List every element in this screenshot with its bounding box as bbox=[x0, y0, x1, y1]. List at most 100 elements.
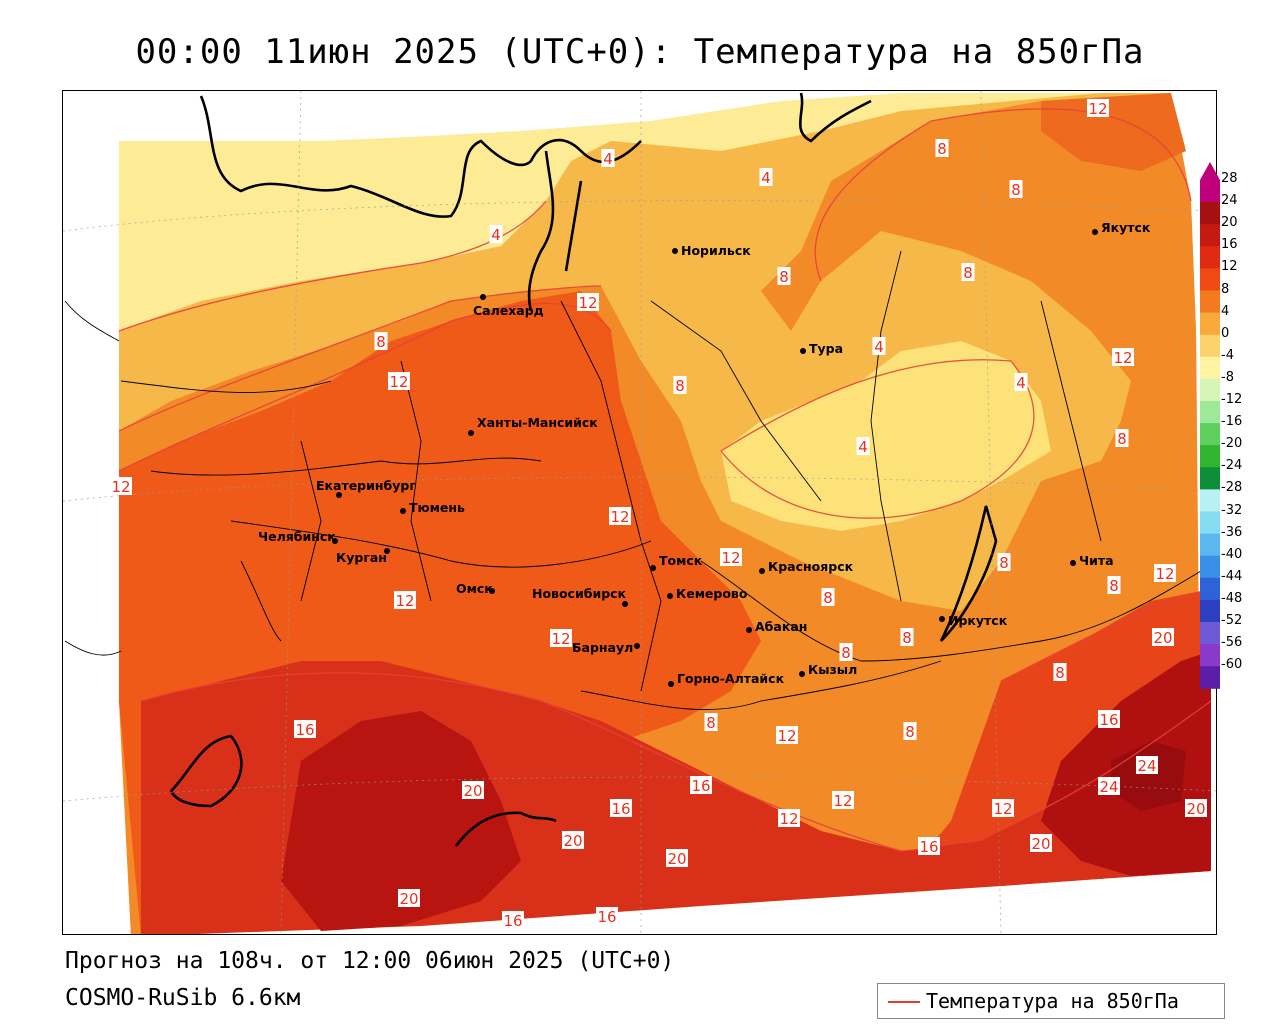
city-salekhard: Салехард bbox=[473, 294, 544, 318]
city-chelyabinsk: Челябинск bbox=[258, 529, 338, 544]
isotherm-label: 4 bbox=[601, 149, 615, 168]
city-tyumen: Тюмень bbox=[400, 500, 465, 515]
temperature-map[interactable]: Норильск Салехард Якутск Тура Ханты-Манс… bbox=[62, 90, 1217, 935]
isotherm-label-text: 8 bbox=[999, 554, 1009, 572]
colorbar-tick-label: 0 bbox=[1221, 325, 1230, 341]
colorbar-swatch bbox=[1200, 489, 1220, 512]
colorbar-tick-label: -40 bbox=[1221, 546, 1243, 562]
city-yekaterinburg: Екатеринбург bbox=[316, 478, 416, 498]
isotherm-label-text: 12 bbox=[610, 508, 629, 526]
zone-24-core bbox=[1111, 741, 1186, 811]
isotherm-label-text: 8 bbox=[963, 264, 973, 282]
city-gorno-altaysk: Горно-Алтайск bbox=[668, 671, 785, 687]
isotherm-label-text: 20 bbox=[1153, 629, 1172, 647]
isotherm-label-text: 12 bbox=[721, 549, 740, 567]
isotherm-label: 8 bbox=[777, 267, 791, 286]
admin-borders bbox=[64, 250, 1202, 710]
isotherm-label: 8 bbox=[1115, 429, 1129, 448]
city-layer: Норильск Салехард Якутск Тура Ханты-Манс… bbox=[258, 220, 1151, 687]
isotherm-label-text: 12 bbox=[1088, 100, 1107, 118]
city-label: Челябинск bbox=[258, 529, 336, 544]
colorbar-tick-label: -56 bbox=[1221, 635, 1243, 651]
isotherm-label-text: 4 bbox=[858, 438, 868, 456]
isotherm-label-text: 20 bbox=[563, 832, 582, 850]
isotherm-label: 4 bbox=[759, 168, 773, 187]
colorbar-swatch bbox=[1200, 334, 1220, 358]
isotherm-label: 8 bbox=[997, 553, 1011, 572]
isotherm-label-text: 20 bbox=[667, 850, 686, 868]
isotherm-label-text: 16 bbox=[597, 908, 616, 926]
city-kemerovo: Кемерово bbox=[667, 586, 748, 601]
colorbar-swatch bbox=[1200, 555, 1220, 579]
zone-central-cool bbox=[721, 341, 1051, 531]
city-label: Ханты-Мансийск bbox=[477, 415, 598, 430]
colorbar-tick-label: 16 bbox=[1221, 237, 1238, 253]
colorbar-swatch bbox=[1200, 246, 1220, 269]
isotherm-label-text: 12 bbox=[779, 810, 798, 828]
isotherm-label-text: 24 bbox=[1137, 757, 1156, 775]
colorbar-tick-label: -44 bbox=[1221, 568, 1243, 584]
isotherm-label-text: 16 bbox=[503, 912, 522, 930]
colorbar-swatch bbox=[1200, 511, 1220, 535]
city-kyzyl: Кызыл bbox=[799, 662, 857, 677]
colorbar-tick-label: -20 bbox=[1221, 436, 1243, 452]
city-label: Омск bbox=[456, 581, 493, 596]
isotherm-label-text: 4 bbox=[1016, 374, 1026, 392]
isotherm-label: 4 bbox=[872, 337, 886, 356]
isotherm-label: 20 bbox=[666, 849, 688, 868]
isotherm-label: 8 bbox=[839, 643, 853, 662]
isotherm-label-text: 12 bbox=[389, 373, 408, 391]
isotherm-label-text: 8 bbox=[823, 589, 833, 607]
isotherm-label-text: 4 bbox=[874, 338, 884, 356]
isotherm-label-text: 4 bbox=[603, 150, 613, 168]
isotherm-label-text: 12 bbox=[395, 592, 414, 610]
graticule bbox=[63, 91, 1216, 934]
city-label: Кемерово bbox=[676, 586, 748, 601]
isotherm-label-text: 4 bbox=[761, 169, 771, 187]
isotherm-label: 20 bbox=[1185, 799, 1207, 818]
isotherm-label-text: 8 bbox=[376, 333, 386, 351]
isotherm-label: 16 bbox=[502, 911, 524, 930]
isotherm-label-text: 8 bbox=[937, 140, 947, 158]
isotherm-label: 20 bbox=[462, 781, 484, 800]
model-name: COSMO-RuSib 6.6км bbox=[65, 985, 301, 1011]
isotherm-label-text: 8 bbox=[905, 723, 915, 741]
zone-20-plus-west bbox=[281, 711, 521, 931]
isotherm-label: 12 bbox=[832, 791, 854, 810]
isotherm-label: 16 bbox=[294, 720, 316, 739]
contour-label-layer: 12 8 8 8 4 4 4 12 8 8 12 4 8 4 12 8 4 8 12 8 12 12 8 8 8 12 12 12 8 8… bbox=[110, 99, 1207, 930]
isotherm-label: 8 bbox=[903, 722, 917, 741]
colorbar-tick-label: 12 bbox=[1221, 259, 1238, 275]
city-label: Норильск bbox=[681, 243, 751, 258]
isotherm-label: 8 bbox=[1053, 663, 1067, 682]
isotherm-label-text: 20 bbox=[463, 782, 482, 800]
colorbar-max-arrow bbox=[1200, 162, 1220, 180]
isotherm-label-text: 12 bbox=[1155, 565, 1174, 583]
colorbar-tick-label: -8 bbox=[1221, 369, 1234, 385]
isotherm-label-text: 8 bbox=[1055, 664, 1065, 682]
isotherm-label-text: 12 bbox=[777, 727, 796, 745]
isotherm-label: 16 bbox=[690, 776, 712, 795]
isotherm-label: 8 bbox=[1107, 576, 1121, 595]
colorbar-swatch bbox=[1200, 445, 1220, 468]
city-krasnoyarsk: Красноярск bbox=[759, 559, 854, 574]
isotherm-label-text: 16 bbox=[611, 800, 630, 818]
colorbar-swatch bbox=[1200, 202, 1220, 225]
isotherm-label-text: 4 bbox=[491, 226, 501, 244]
colorbar-tick-label: 20 bbox=[1221, 215, 1238, 231]
colorbar-swatch bbox=[1200, 622, 1220, 645]
isotherm-label: 12 bbox=[550, 629, 572, 648]
city-chita: Чита bbox=[1070, 553, 1114, 568]
colorbar-tick-label: -48 bbox=[1221, 590, 1243, 606]
isotherm-label-text: 8 bbox=[675, 377, 685, 395]
city-novosibirsk: Новосибирск bbox=[532, 586, 628, 607]
isotherm-label-text: 12 bbox=[578, 294, 597, 312]
isotherm-label: 8 bbox=[900, 628, 914, 647]
isotherm-label: 20 bbox=[1152, 628, 1174, 647]
isotherm-label: 8 bbox=[961, 263, 975, 282]
legend-line-swatch bbox=[888, 1001, 920, 1003]
city-label: Кызыл bbox=[808, 662, 857, 677]
isotherm-label-text: 12 bbox=[551, 630, 570, 648]
isotherm-label: 20 bbox=[398, 889, 420, 908]
city-label: Тура bbox=[809, 341, 843, 356]
